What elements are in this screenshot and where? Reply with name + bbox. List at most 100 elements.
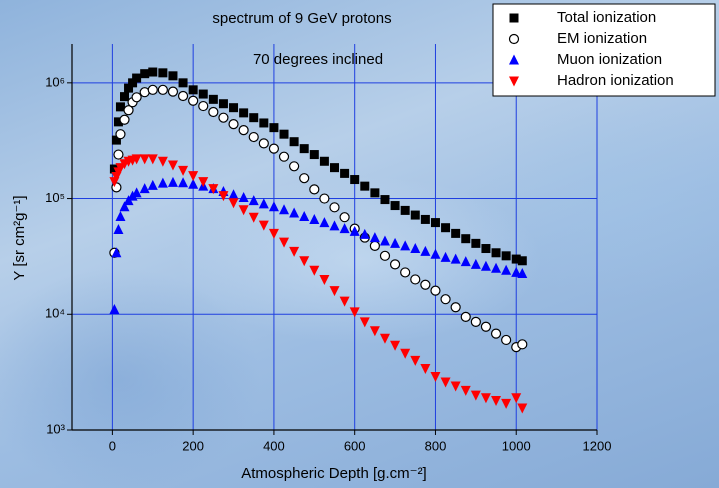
- point: [390, 201, 400, 211]
- point: [147, 84, 158, 95]
- point: [309, 150, 319, 160]
- point: [410, 210, 420, 220]
- point: [147, 179, 158, 190]
- point: [139, 154, 150, 165]
- point: [349, 225, 360, 236]
- point: [258, 138, 269, 149]
- point: [115, 102, 125, 112]
- y-tick-label: 10³: [46, 421, 65, 436]
- point: [157, 177, 168, 188]
- point: [359, 317, 370, 328]
- x-tick-label: 400: [263, 438, 285, 453]
- point: [460, 256, 471, 267]
- point: [309, 213, 320, 224]
- point: [501, 251, 511, 261]
- point: [420, 214, 430, 224]
- point: [208, 184, 219, 195]
- point: [239, 108, 249, 118]
- point: [491, 262, 502, 273]
- point: [480, 321, 492, 332]
- point: [248, 212, 259, 223]
- series: [109, 154, 528, 414]
- point: [131, 154, 142, 165]
- point: [319, 156, 329, 166]
- point: [178, 177, 189, 188]
- point: [410, 243, 421, 254]
- point: [400, 348, 411, 359]
- point: [198, 177, 209, 188]
- point: [299, 256, 310, 267]
- point: [278, 151, 290, 162]
- point: [380, 195, 390, 205]
- point: [491, 248, 501, 258]
- point: [340, 168, 350, 178]
- point: [470, 390, 481, 401]
- point: [279, 237, 290, 248]
- point: [140, 69, 150, 79]
- point: [501, 334, 512, 346]
- point: [440, 294, 451, 305]
- point: [511, 393, 522, 404]
- point: [481, 244, 491, 254]
- point: [268, 143, 280, 154]
- point: [279, 129, 289, 139]
- point: [198, 100, 209, 112]
- y-axis-title: Y [sr cm²g⁻¹]: [11, 195, 28, 280]
- x-axis-title: Atmospheric Depth [g.cm⁻²]: [241, 465, 426, 482]
- point: [167, 176, 178, 187]
- point: [451, 228, 461, 238]
- point: [248, 131, 259, 143]
- legend-label: Total ionization: [557, 9, 656, 26]
- series: [109, 67, 527, 266]
- point: [410, 355, 421, 366]
- point: [420, 245, 431, 256]
- point: [289, 246, 300, 257]
- point: [517, 403, 528, 414]
- point: [238, 205, 249, 216]
- point: [131, 92, 142, 103]
- point: [124, 83, 134, 93]
- point: [511, 266, 522, 277]
- point: [188, 171, 199, 182]
- series: [109, 84, 528, 353]
- point: [441, 223, 451, 233]
- point: [229, 103, 239, 113]
- point: [517, 339, 528, 350]
- x-tick-label: 800: [425, 438, 447, 453]
- point: [218, 191, 229, 202]
- point: [400, 240, 411, 251]
- point: [509, 76, 519, 87]
- point: [379, 333, 390, 344]
- point: [329, 220, 340, 231]
- point: [501, 398, 512, 409]
- point: [480, 260, 491, 271]
- point: [269, 123, 279, 133]
- point: [188, 85, 198, 95]
- point: [400, 267, 411, 278]
- point: [420, 279, 431, 290]
- point: [339, 223, 350, 234]
- legend: Total ionization EM ionization Muon ioniza…: [508, 9, 674, 89]
- x-tick-label: 1000: [502, 438, 531, 453]
- point: [390, 237, 401, 248]
- point: [509, 13, 519, 23]
- point: [119, 201, 130, 212]
- point: [148, 67, 158, 77]
- point: [279, 204, 290, 215]
- point: [420, 363, 431, 374]
- point: [268, 228, 279, 239]
- x-tick-label: 600: [344, 438, 366, 453]
- point: [115, 129, 126, 140]
- point: [309, 184, 320, 195]
- point: [131, 187, 142, 198]
- point: [470, 258, 481, 269]
- point: [509, 54, 519, 65]
- point: [208, 94, 218, 104]
- point: [379, 235, 390, 246]
- series: [109, 176, 528, 314]
- point: [178, 165, 189, 176]
- point: [461, 234, 471, 244]
- point: [119, 114, 130, 125]
- point: [440, 251, 451, 262]
